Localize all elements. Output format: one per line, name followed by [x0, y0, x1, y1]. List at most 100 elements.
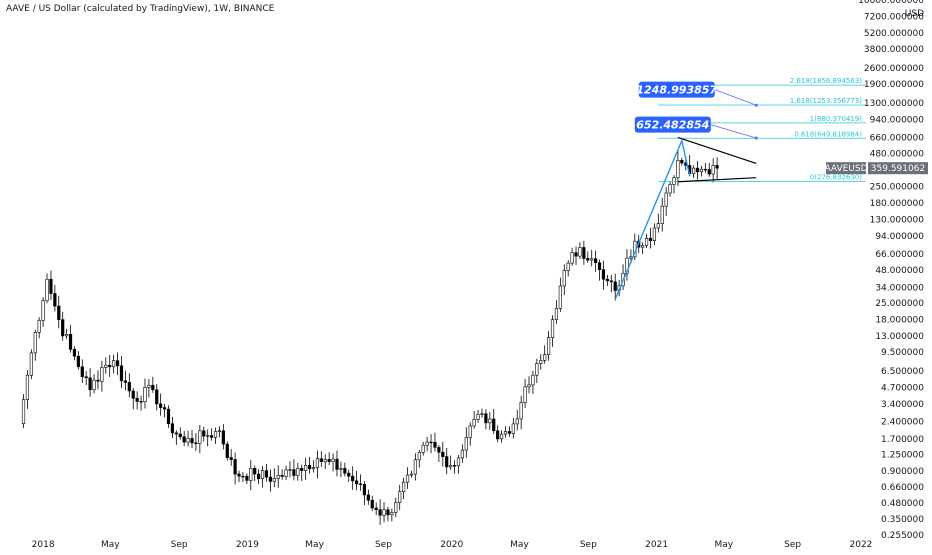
candle-body: [41, 300, 45, 321]
callout-target-dot: [754, 103, 758, 107]
candle-body: [468, 425, 472, 438]
candle-body: [597, 262, 602, 270]
candle-body: [143, 387, 147, 402]
fib-level-label: 1(880.370419): [810, 115, 862, 123]
drawings-layer: 2.618(1856.894563) 1.618(1253.356773) 1(88…: [614, 77, 866, 300]
x-tick-label: Sep: [580, 540, 597, 550]
candle-body: [480, 413, 484, 415]
y-tick-label: 9.500000: [881, 348, 924, 358]
x-tick-label: May: [715, 540, 734, 550]
x-tick-label: May: [510, 540, 529, 550]
candle-body: [449, 465, 453, 468]
candle-body: [76, 355, 80, 368]
candle-body: [394, 502, 398, 513]
candle-body: [664, 192, 668, 207]
y-tick-label: 0.660000: [881, 483, 924, 493]
candle-body: [253, 468, 257, 475]
candle-body: [503, 431, 508, 435]
candle-body: [233, 459, 237, 475]
candle-body: [174, 432, 178, 435]
candle-body: [456, 457, 461, 467]
candle-body: [562, 270, 566, 287]
candle-body: [147, 384, 151, 388]
candle-body: [648, 237, 653, 241]
candle-body: [441, 451, 445, 457]
candle-body: [358, 483, 363, 485]
candle-body: [37, 320, 41, 333]
candle-body: [641, 245, 645, 248]
candle-body: [554, 308, 559, 320]
candle-body: [354, 480, 359, 485]
fib-level-label: 1.618(1253.356773): [790, 97, 863, 105]
fib-level-label: 0.618(649.818984): [794, 130, 862, 138]
last-price-symbol-box: [826, 162, 866, 175]
y-tick-label: 0.900000: [881, 467, 924, 477]
candle-body: [206, 435, 210, 437]
candle-body: [586, 258, 590, 261]
x-tick-label: Sep: [171, 540, 188, 550]
candle-body: [539, 360, 543, 364]
candle-body: [601, 269, 606, 280]
candle-body: [402, 481, 406, 492]
y-tick-label: 660.000000: [870, 133, 925, 143]
y-tick-label: 34.000000: [875, 283, 924, 293]
candle-body: [257, 473, 261, 480]
candle-body: [351, 475, 355, 482]
y-tick-label: 0.255000: [881, 531, 924, 541]
candle-body: [123, 380, 127, 383]
candle-body: [323, 459, 327, 462]
candles-layer: [21, 150, 719, 525]
candle-body: [61, 319, 65, 337]
candle-body: [531, 374, 535, 386]
candle-body: [57, 305, 61, 320]
y-tick-label: 5200.000000: [864, 29, 924, 39]
candle-body: [280, 474, 284, 477]
triangle-upper-line: [677, 136, 757, 165]
candle-body: [574, 252, 578, 257]
triangle-lower-line: [677, 177, 757, 183]
candle-body: [33, 332, 37, 354]
candle-body: [65, 334, 69, 337]
candle-body: [307, 464, 312, 470]
candle-body: [570, 252, 574, 264]
candle-body: [566, 262, 570, 271]
candle-body: [386, 509, 390, 516]
candle-body: [460, 449, 464, 459]
y-tick-label: 48.000000: [875, 266, 924, 276]
candle-body: [421, 444, 425, 453]
candle-body: [210, 435, 214, 438]
candle-body: [535, 363, 539, 376]
candle-body: [492, 418, 496, 432]
candle-body: [405, 474, 410, 483]
candle-body: [511, 423, 515, 434]
last-price-value-box: [868, 162, 928, 175]
candle-body: [88, 377, 92, 391]
candle-body: [413, 459, 417, 475]
candle-body: [72, 349, 77, 357]
candle-body: [429, 441, 433, 444]
y-tick-label: 25.000000: [875, 299, 924, 309]
y-tick-label: 10000.000000: [858, 0, 924, 6]
candle-body: [382, 509, 386, 516]
y-tick-label: 940.000000: [870, 116, 925, 126]
candle-body: [319, 458, 323, 462]
candle-body: [625, 257, 629, 274]
candle-body: [198, 430, 202, 444]
candle-body: [374, 507, 378, 510]
fib-level-label: 2.618(1856.894563): [790, 77, 863, 85]
candle-body: [237, 473, 241, 477]
candle-body: [476, 414, 480, 420]
candle-body: [347, 472, 351, 477]
candle-body: [680, 160, 684, 164]
candle-body: [49, 278, 53, 294]
candle-body: [166, 408, 171, 424]
x-tick-label: May: [305, 540, 324, 550]
x-tick-label: May: [101, 540, 120, 550]
x-tick-label: Sep: [375, 540, 392, 550]
y-tick-label: 250.000000: [870, 183, 925, 193]
candle-body: [703, 168, 707, 171]
candle-body: [272, 478, 276, 482]
y-tick-label: 6.500000: [881, 367, 924, 377]
